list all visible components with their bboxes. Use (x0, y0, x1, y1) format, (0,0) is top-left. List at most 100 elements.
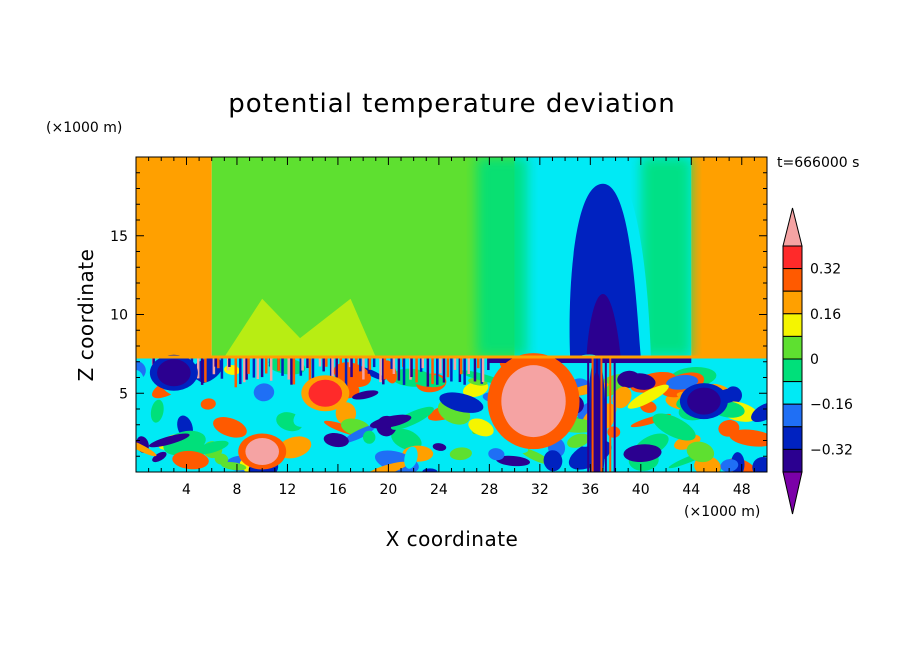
field-upper-patch (224, 298, 376, 358)
y-unit-label: (×1000 m) (46, 120, 122, 136)
field-interface-streak (467, 356, 470, 375)
field-blob (652, 413, 696, 441)
field-interface-streak (322, 356, 325, 372)
field-blob (391, 428, 422, 451)
field-feature-4 (687, 387, 721, 415)
x-tick-label: 36 (581, 482, 599, 498)
field-blob (666, 374, 699, 390)
field-blob (323, 432, 349, 448)
y-axis-label: Z coordinate (74, 249, 98, 382)
y-tick-label: 5 (119, 386, 128, 402)
y-axis: 5 10 15 (110, 172, 767, 457)
field-upper-column-3 (691, 157, 767, 358)
field-blob (627, 373, 656, 390)
field-interface-streak (243, 356, 246, 383)
field-interface-streak (383, 356, 387, 380)
x-tick-label: 32 (531, 482, 549, 498)
field-interface-streak (382, 356, 385, 385)
field-blob (148, 433, 190, 448)
field-blob (627, 384, 669, 409)
x-tick-label: 4 (182, 482, 191, 498)
colorbar-box (782, 381, 803, 405)
field-interface-streak (379, 356, 382, 383)
x-tick-label: 8 (232, 482, 241, 498)
field-interface-streak (220, 356, 224, 379)
field-blob (449, 447, 472, 461)
colorbar-extend-top (782, 207, 803, 247)
field-interface-streak (308, 356, 312, 381)
field-interface-streak (355, 356, 358, 369)
field-blob (543, 450, 563, 472)
field-interface-streak (245, 356, 248, 380)
x-tick-label: 28 (480, 482, 498, 498)
field-plume-striation (591, 357, 594, 472)
field-blob (214, 453, 229, 465)
field-interface-streak (290, 356, 293, 385)
colorbar-label: 0.32 (810, 262, 841, 278)
field-interface-streak (453, 356, 457, 370)
field-interface-streak (311, 356, 315, 379)
field-interface-streak (217, 356, 220, 369)
field-blob (496, 455, 531, 467)
field-interface-streak (339, 356, 342, 388)
field-interface-streak (318, 356, 322, 367)
field-blob (194, 440, 229, 455)
field-interface-streak (348, 356, 352, 368)
field-interface-streak (214, 356, 217, 367)
field-blob (567, 433, 590, 448)
field-plume-core (569, 183, 641, 358)
field-blob (279, 386, 306, 398)
field-interface-streak (390, 356, 393, 369)
field-interface-streak (473, 356, 477, 382)
field-feature-5 (308, 379, 343, 407)
time-label: t=666000 s (777, 155, 859, 171)
field-interface-streak (200, 356, 204, 385)
field-interface-streak (196, 356, 200, 379)
colorbar-box (782, 245, 803, 270)
colorbar: 0.32 0.16 0 −0.16 −0.32 (782, 207, 853, 515)
field-interface-streak (439, 356, 442, 374)
field-interface-streak (368, 356, 372, 370)
field-interface-streak (359, 356, 362, 372)
field-feature-2 (245, 438, 279, 466)
field-blob (612, 386, 632, 409)
field-blob (172, 450, 209, 470)
field-blob (152, 451, 167, 463)
field-plume-striation (609, 357, 612, 472)
colorbar-label: 0.16 (810, 307, 841, 323)
field-interface-streak (277, 356, 280, 371)
field-upper-column-0 (136, 157, 212, 358)
field-interface-streak (299, 356, 303, 376)
x-axis-label: X coordinate (386, 527, 519, 551)
x-tick-label: 48 (733, 482, 751, 498)
colorbar-box (782, 403, 803, 428)
field-blob (352, 390, 379, 400)
y-tick-label: 10 (110, 308, 128, 324)
field-blob (439, 392, 484, 413)
x-tick-label: 20 (379, 482, 397, 498)
field-blob (488, 448, 505, 461)
field-plume-center (586, 294, 621, 358)
field-blob (221, 461, 247, 471)
field-blob (729, 429, 767, 447)
field-interface-streak (426, 356, 430, 387)
field-blob (362, 430, 376, 444)
field-interface-streak (350, 356, 353, 378)
field-lower-turbulence (136, 354, 767, 472)
field-blob (752, 457, 767, 472)
field-interface-streak (410, 356, 413, 378)
field-interface-streak (436, 356, 439, 385)
field-plume-striation (587, 357, 590, 472)
colorbar-box (782, 268, 803, 292)
field-blob (136, 370, 144, 390)
field-interface-streak (446, 356, 450, 378)
field-plume-striation (604, 357, 607, 472)
field-blob (365, 461, 408, 472)
field-interface-streak (477, 356, 480, 369)
field-blob (751, 402, 767, 423)
colorbar-extend-bottom (782, 471, 803, 515)
field-interface-streak (208, 356, 212, 375)
field-blob (519, 448, 551, 465)
field-interface-streak (260, 356, 264, 378)
